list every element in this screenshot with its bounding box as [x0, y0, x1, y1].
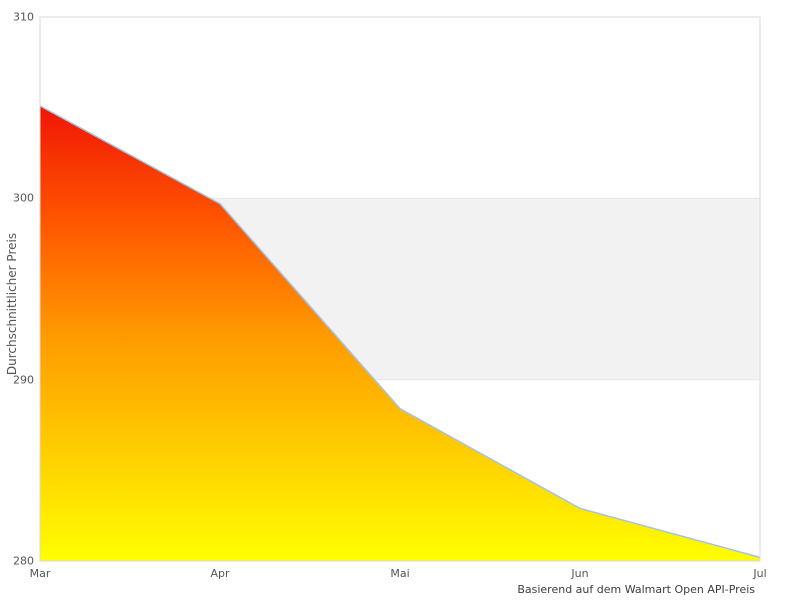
x-tick-label: Mar [29, 567, 51, 580]
series-line [39, 105, 761, 559]
y-tick-label: 280 [13, 554, 34, 568]
y-axis-title: Durchschnittlicher Preis [5, 232, 19, 376]
chart-caption: Basierend auf dem Walmart Open API-Preis [517, 583, 755, 596]
x-tick-label: Mai [390, 567, 410, 580]
x-tick-label: Jun [571, 567, 589, 580]
x-tick-label: Apr [210, 567, 230, 580]
y-tick-label: 300 [13, 191, 34, 205]
x-tick-label: Jul [753, 567, 767, 580]
plot-border [39, 16, 761, 562]
y-tick-label: 310 [13, 10, 34, 24]
area-series [40, 105, 760, 561]
y-tick-label: 290 [13, 373, 34, 387]
